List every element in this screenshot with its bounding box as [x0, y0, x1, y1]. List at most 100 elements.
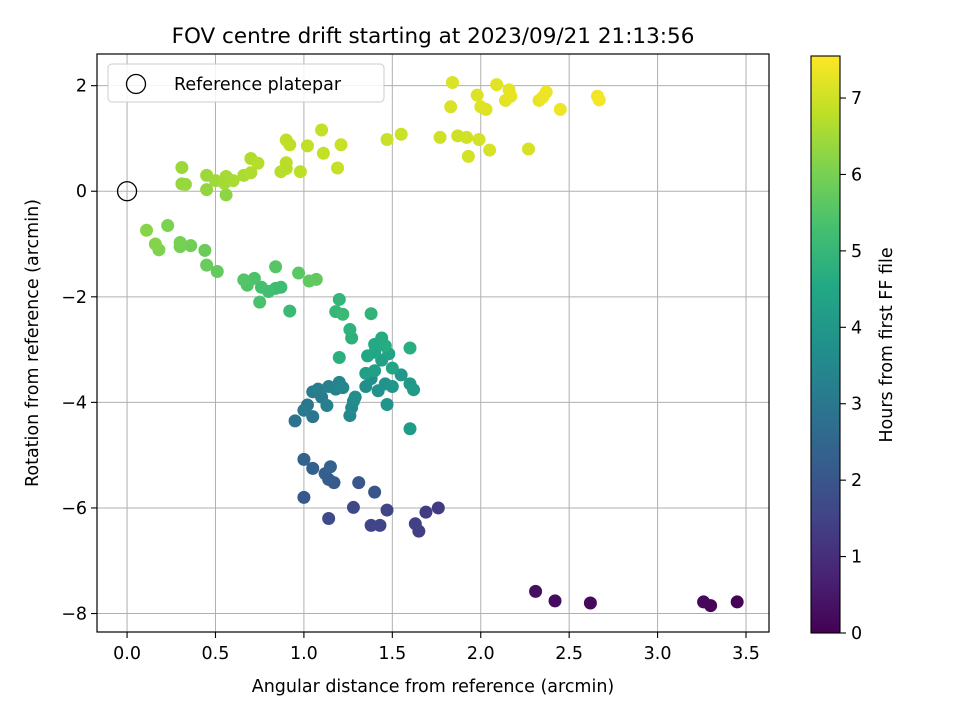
data-point — [364, 518, 378, 532]
data-point — [408, 517, 422, 531]
y-tick-label: −2 — [61, 288, 87, 308]
data-point — [380, 397, 394, 411]
data-point — [380, 503, 394, 517]
data-point — [479, 102, 493, 116]
x-tick-label: 0.0 — [113, 644, 141, 664]
colorbar-tick-label: 6 — [851, 165, 862, 185]
data-point — [368, 364, 382, 378]
data-point — [323, 460, 337, 474]
data-point — [343, 323, 357, 337]
data-point — [336, 381, 350, 395]
colorbar-tick-label: 3 — [851, 395, 862, 415]
data-point — [322, 512, 336, 526]
y-tick-label: −4 — [61, 393, 87, 413]
data-point — [173, 235, 187, 249]
data-point — [368, 485, 382, 499]
colorbar-gradient — [810, 55, 841, 634]
data-point — [200, 258, 214, 272]
data-point — [548, 594, 562, 608]
colorbar-tick-label: 7 — [851, 89, 862, 109]
data-point — [407, 383, 421, 397]
data-point — [483, 143, 497, 157]
y-axis-ticks: −8 −6 −4 −2 0 2 — [61, 77, 97, 625]
data-point — [403, 341, 417, 355]
data-point — [364, 307, 378, 321]
data-point — [244, 166, 258, 180]
x-tick-label: 3.5 — [732, 644, 760, 664]
data-point — [460, 130, 474, 144]
data-point — [306, 461, 320, 475]
x-tick-label: 3.0 — [644, 644, 672, 664]
data-point — [332, 292, 346, 306]
colorbar-tick-label: 1 — [851, 548, 862, 568]
data-point — [297, 490, 311, 504]
data-point — [419, 505, 433, 519]
data-point — [309, 272, 323, 286]
data-point — [433, 130, 447, 144]
y-tick-label: −8 — [61, 605, 87, 625]
data-point — [161, 219, 175, 233]
data-point — [504, 89, 518, 103]
data-point — [403, 422, 417, 436]
data-point — [730, 595, 744, 609]
data-point — [445, 76, 459, 90]
data-point — [175, 160, 189, 174]
x-tick-label: 2.5 — [555, 644, 583, 664]
data-point — [529, 584, 543, 598]
x-tick-label: 0.5 — [202, 644, 230, 664]
data-point — [288, 414, 302, 428]
data-point — [283, 138, 297, 152]
data-point — [148, 237, 162, 251]
data-point — [297, 403, 311, 417]
y-axis-label: Rotation from reference (arcmin) — [23, 199, 43, 487]
data-point — [352, 476, 366, 490]
data-point — [378, 339, 392, 353]
colorbar-label: Hours from first FF file — [877, 247, 897, 442]
colorbar-tick-label: 5 — [851, 242, 862, 262]
data-point — [553, 102, 567, 116]
data-point — [461, 149, 475, 163]
data-point — [697, 595, 711, 609]
data-point — [583, 596, 597, 610]
data-point — [198, 243, 212, 257]
data-point — [253, 295, 267, 309]
data-point — [521, 142, 535, 156]
data-point — [184, 239, 198, 253]
data-point — [320, 399, 334, 413]
colorbar-tick-label: 2 — [851, 471, 862, 491]
data-point — [592, 93, 606, 107]
data-point — [431, 501, 445, 515]
data-point — [283, 304, 297, 318]
data-point — [394, 368, 408, 382]
data-point — [348, 390, 362, 404]
reference-marker — [116, 181, 138, 202]
x-axis-ticks: 0.0 0.5 1.0 1.5 2.0 2.5 3.0 3.5 — [113, 632, 760, 664]
y-tick-label: 2 — [76, 77, 87, 97]
data-point — [219, 188, 233, 202]
data-point — [292, 266, 306, 280]
data-point — [293, 165, 307, 179]
x-tick-label: 1.0 — [290, 644, 318, 664]
data-point — [316, 146, 330, 160]
data-point — [315, 123, 329, 137]
reference-point — [116, 181, 138, 202]
data-point — [394, 127, 408, 141]
legend-marker-open-circle — [125, 73, 147, 95]
data-points — [140, 76, 744, 613]
colorbar: 0 1 2 3 4 5 6 7 Hours from first FF file — [810, 55, 897, 644]
data-point — [334, 138, 348, 152]
y-tick-label: 0 — [76, 182, 87, 202]
data-point — [470, 88, 484, 102]
data-point — [385, 380, 399, 394]
data-point — [490, 78, 504, 92]
data-point — [237, 273, 251, 287]
data-point — [361, 349, 375, 363]
legend-entry-label: Reference platepar — [174, 75, 342, 95]
x-tick-label: 1.5 — [378, 644, 406, 664]
data-point — [380, 133, 394, 147]
y-tick-label: −6 — [61, 499, 87, 519]
legend: Reference platepar — [107, 63, 385, 103]
data-point — [539, 85, 553, 99]
data-point — [346, 500, 360, 514]
